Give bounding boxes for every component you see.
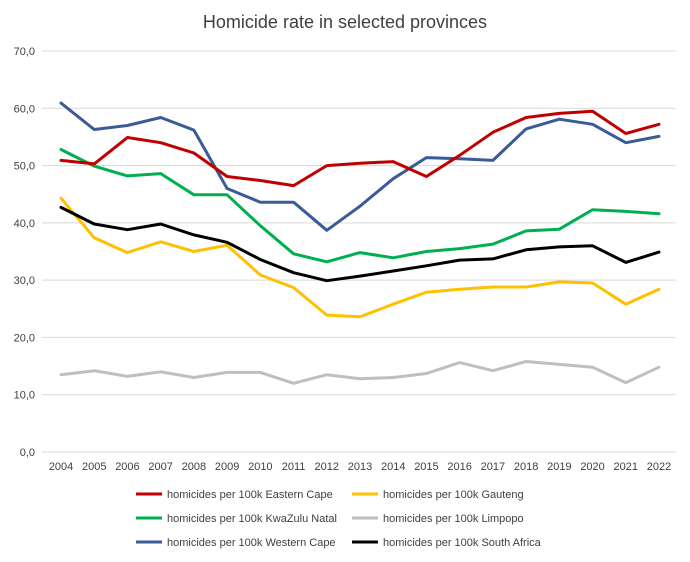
y-tick-label: 20,0 [14,332,35,344]
series-line-2 [59,148,661,264]
x-tick-label: 2021 [614,461,638,473]
series-line-5 [59,205,661,283]
x-tick-label: 2004 [49,461,73,473]
y-tick-label: 50,0 [14,161,35,173]
series-line-1 [59,196,661,319]
x-tick-label: 2020 [580,461,604,473]
legend-label: homicides per 100k Western Cape [167,537,336,549]
y-tick-label: 40,0 [14,218,35,230]
series-line-3 [59,360,661,385]
series-line-4 [59,101,661,232]
y-tick-label: 10,0 [14,390,35,402]
x-tick-label: 2010 [248,461,272,473]
legend-label: homicides per 100k Eastern Cape [167,489,333,501]
legend-label: homicides per 100k South Africa [383,537,542,549]
x-tick-label: 2011 [282,461,306,473]
series-line-0 [59,109,661,188]
y-tick-label: 70,0 [14,46,35,58]
x-tick-label: 2019 [547,461,571,473]
x-tick-label: 2006 [115,461,139,473]
x-tick-label: 2016 [447,461,471,473]
legend-item-0: homicides per 100k Eastern Cape [136,489,333,501]
y-axis-tick-labels: 0,0 10,0 20,0 30,0 40,0 50,0 60,0 70,0 [14,46,35,459]
y-tick-label: 0,0 [20,447,35,459]
x-tick-label: 2005 [82,461,106,473]
legend-item-2: homicides per 100k KwaZulu Natal [136,513,337,525]
x-tick-label: 2022 [647,461,671,473]
legend-item-5: homicides per 100k South Africa [352,537,542,549]
x-tick-label: 2012 [315,461,339,473]
gridlines [42,50,676,453]
x-tick-label: 2017 [481,461,505,473]
x-tick-label: 2013 [348,461,372,473]
x-tick-label: 2007 [148,461,172,473]
legend-item-1: homicides per 100k Gauteng [352,489,524,501]
y-tick-label: 60,0 [14,103,35,115]
legend-label: homicides per 100k Gauteng [383,489,524,501]
x-tick-label: 2018 [514,461,538,473]
chart-title: Homicide rate in selected provinces [203,12,487,32]
legend: homicides per 100k Eastern Cape homicides… [136,489,542,549]
series-lines [59,101,661,385]
x-tick-label: 2009 [215,461,239,473]
y-tick-label: 30,0 [14,275,35,287]
x-tick-label: 2015 [414,461,438,473]
legend-label: homicides per 100k Limpopo [383,513,524,525]
x-tick-label: 2008 [182,461,206,473]
x-axis-tick-labels: 2004 2005 2006 2007 2008 2009 2010 2011 2012 2013… [49,461,671,473]
legend-item-3: homicides per 100k Limpopo [352,513,524,525]
legend-label: homicides per 100k KwaZulu Natal [167,513,337,525]
legend-item-4: homicides per 100k Western Cape [136,537,336,549]
x-tick-label: 2014 [381,461,405,473]
